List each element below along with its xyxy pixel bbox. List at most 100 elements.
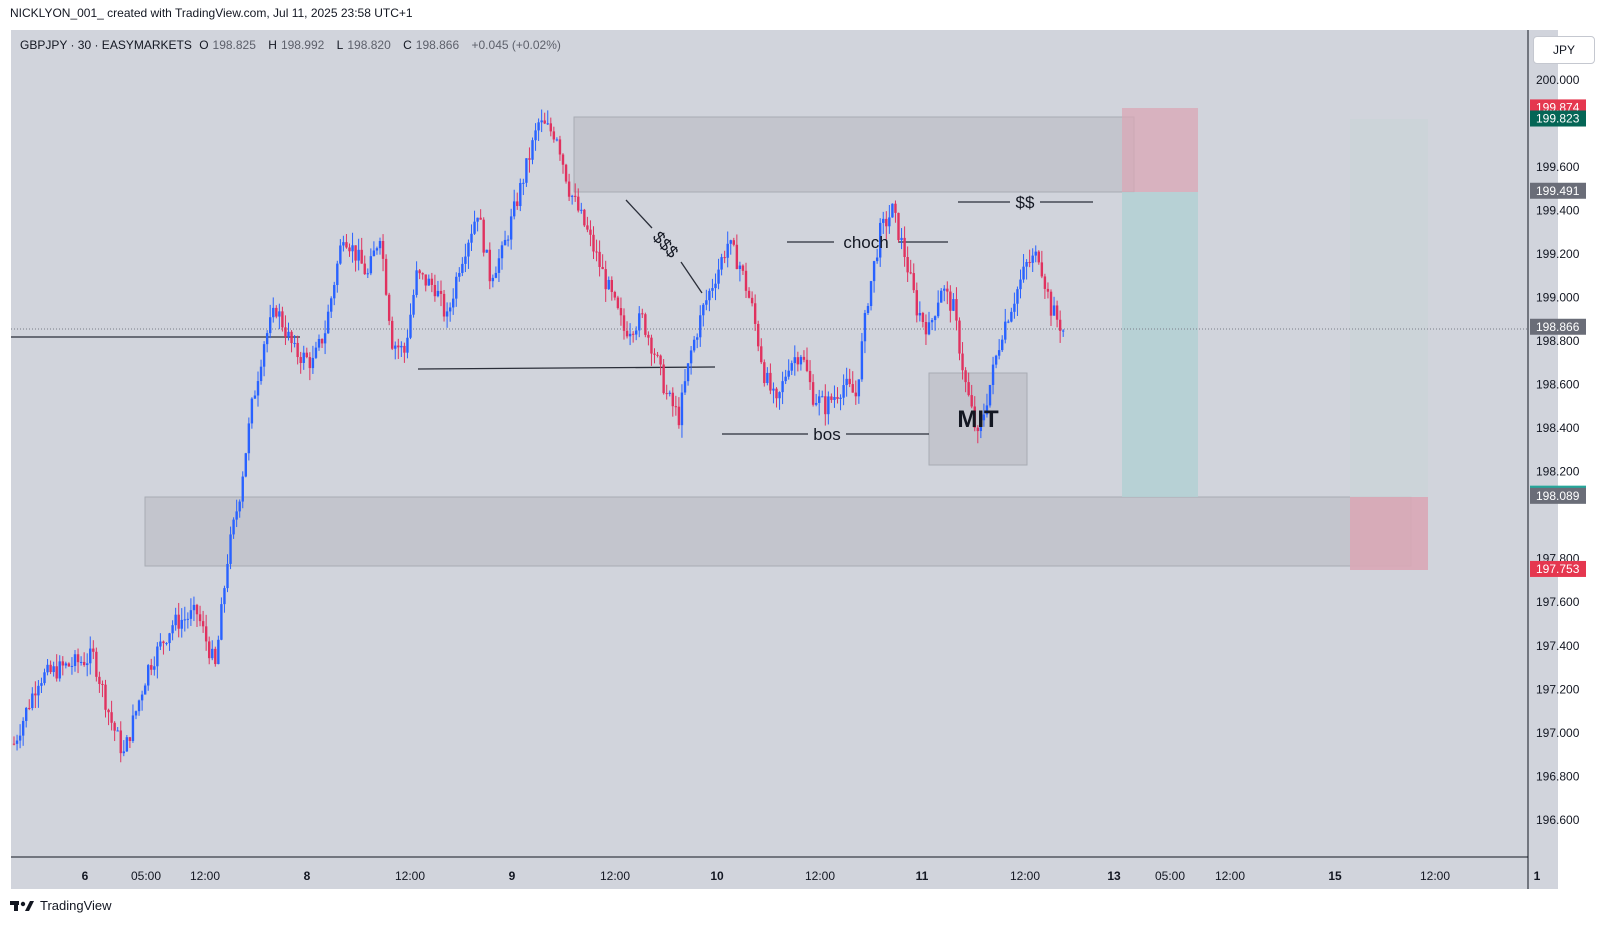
candle-body [991, 364, 995, 385]
candle-body [159, 641, 162, 647]
candle-body [558, 139, 562, 155]
candle-body [49, 664, 52, 673]
price-tag-label: 198.089 [1536, 489, 1580, 503]
candle-body [330, 298, 333, 312]
candle-body [650, 337, 653, 354]
candle-body [778, 392, 781, 399]
candle-body [671, 392, 674, 407]
symbol-name[interactable]: GBPJPY · 30 · EASYMARKETS [20, 38, 192, 52]
high-value: 198.992 [280, 38, 325, 52]
price-tick-label: 196.800 [1536, 769, 1580, 783]
candle-body [860, 341, 864, 380]
long-target-zone [1350, 119, 1428, 497]
liquidity-label-diag: $$$ [649, 228, 682, 262]
candle-body [699, 315, 702, 338]
candle-body [488, 249, 491, 282]
candle-body [790, 363, 793, 371]
candle-body [183, 619, 186, 621]
candle-body [885, 218, 888, 227]
choch-label: choch [843, 233, 888, 252]
candle-body [354, 245, 357, 261]
candle-body [946, 288, 949, 292]
time-tick-label: 12:00 [1420, 869, 1450, 883]
candle-body [12, 743, 16, 745]
candle-body [958, 320, 961, 354]
currency-selector[interactable]: JPY [1533, 36, 1595, 64]
time-tick-label: 05:00 [131, 869, 161, 883]
candle-body [665, 393, 668, 395]
candle-body [25, 707, 28, 721]
candle-body [485, 249, 488, 253]
candle-body [546, 123, 549, 125]
price-tick-label: 197.400 [1536, 639, 1580, 653]
candle-body [244, 453, 247, 477]
candle-body [314, 347, 318, 358]
candle-body [308, 357, 312, 369]
candle-body [787, 370, 790, 377]
candle-body [979, 420, 983, 432]
candle-body [381, 241, 385, 259]
symbol-info: GBPJPY · 30 · EASYMARKETS O 198.825 H 198.… [20, 38, 570, 52]
change-value: +0.045 (+0.02%) [471, 38, 561, 52]
candle-body [79, 661, 83, 663]
candle-body [808, 370, 812, 383]
candle-body [915, 290, 918, 316]
liquidity-label-top: $$ [1016, 193, 1035, 212]
candle-body [836, 396, 839, 399]
candle-body [921, 312, 925, 323]
candle-body [781, 381, 784, 393]
candle-body [357, 249, 360, 261]
time-tick-label: 8 [304, 869, 311, 883]
candle-body [217, 639, 220, 665]
candle-body [708, 290, 711, 301]
candle-body [378, 241, 382, 249]
candle-body [345, 242, 348, 248]
candle-body [46, 664, 49, 673]
candle-body [180, 619, 183, 629]
candle-body [412, 294, 415, 315]
candle-body [741, 265, 745, 271]
candle-body [738, 265, 742, 270]
candle-body [211, 648, 214, 659]
price-tags: 199.874199.823199.491198.866198.099198.0… [1530, 99, 1586, 577]
candle-body [997, 350, 1001, 356]
candle-body [113, 722, 116, 731]
candle-body [726, 243, 729, 258]
candle-body [500, 245, 504, 259]
candle-body [750, 297, 754, 304]
candle-body [70, 665, 74, 667]
candle-body [784, 376, 787, 382]
candle-body [973, 406, 976, 428]
candle-body [61, 661, 64, 666]
footer-brand[interactable]: TradingView [10, 898, 112, 913]
candle-body [241, 476, 244, 502]
candle-body [772, 388, 775, 391]
candle-body [461, 263, 464, 273]
candle-body [595, 251, 598, 253]
candle-body [147, 665, 150, 686]
candle-body [351, 245, 354, 252]
candle-body [994, 355, 998, 365]
candle-body [869, 281, 873, 306]
candle-body [116, 730, 119, 732]
candle-body [162, 641, 165, 644]
candle-body [866, 305, 870, 314]
candle-body [625, 330, 629, 337]
candle-body [15, 740, 19, 744]
candle-body [418, 270, 421, 274]
candle-body [833, 396, 836, 400]
candle-body [204, 626, 208, 642]
candle-body [238, 501, 241, 512]
candle-body [897, 212, 900, 241]
candle-body [1004, 321, 1007, 340]
candle-body [985, 405, 989, 415]
candle-body [616, 297, 620, 309]
candle-body [1022, 266, 1025, 280]
candle-body [943, 288, 946, 291]
candle-body [55, 666, 58, 679]
candle-body [448, 307, 452, 312]
candle-body [101, 683, 104, 685]
candle-body [842, 385, 845, 398]
candle-body [305, 352, 308, 358]
